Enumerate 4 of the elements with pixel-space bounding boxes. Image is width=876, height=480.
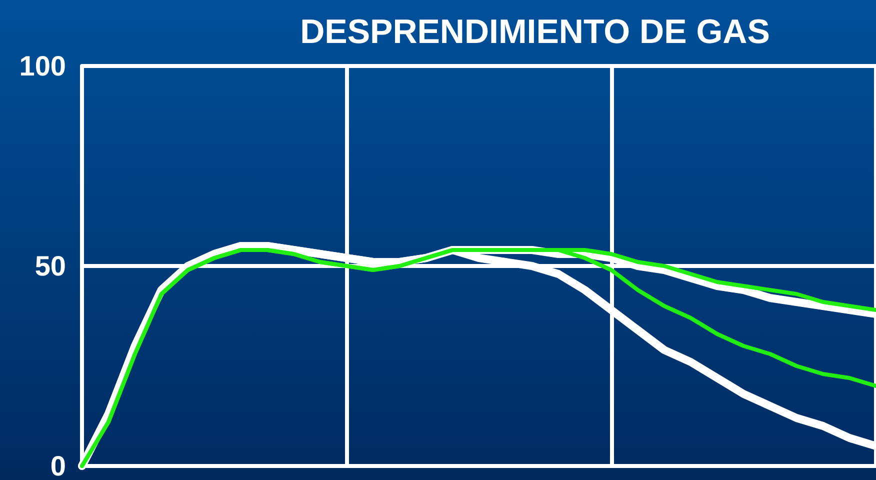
y-tick-label: 50 xyxy=(34,250,66,282)
y-tick-label: 100 xyxy=(19,50,66,82)
chart-title: DESPRENDIMIENTO DE GAS xyxy=(300,13,770,51)
y-tick-label: 0 xyxy=(50,450,66,480)
